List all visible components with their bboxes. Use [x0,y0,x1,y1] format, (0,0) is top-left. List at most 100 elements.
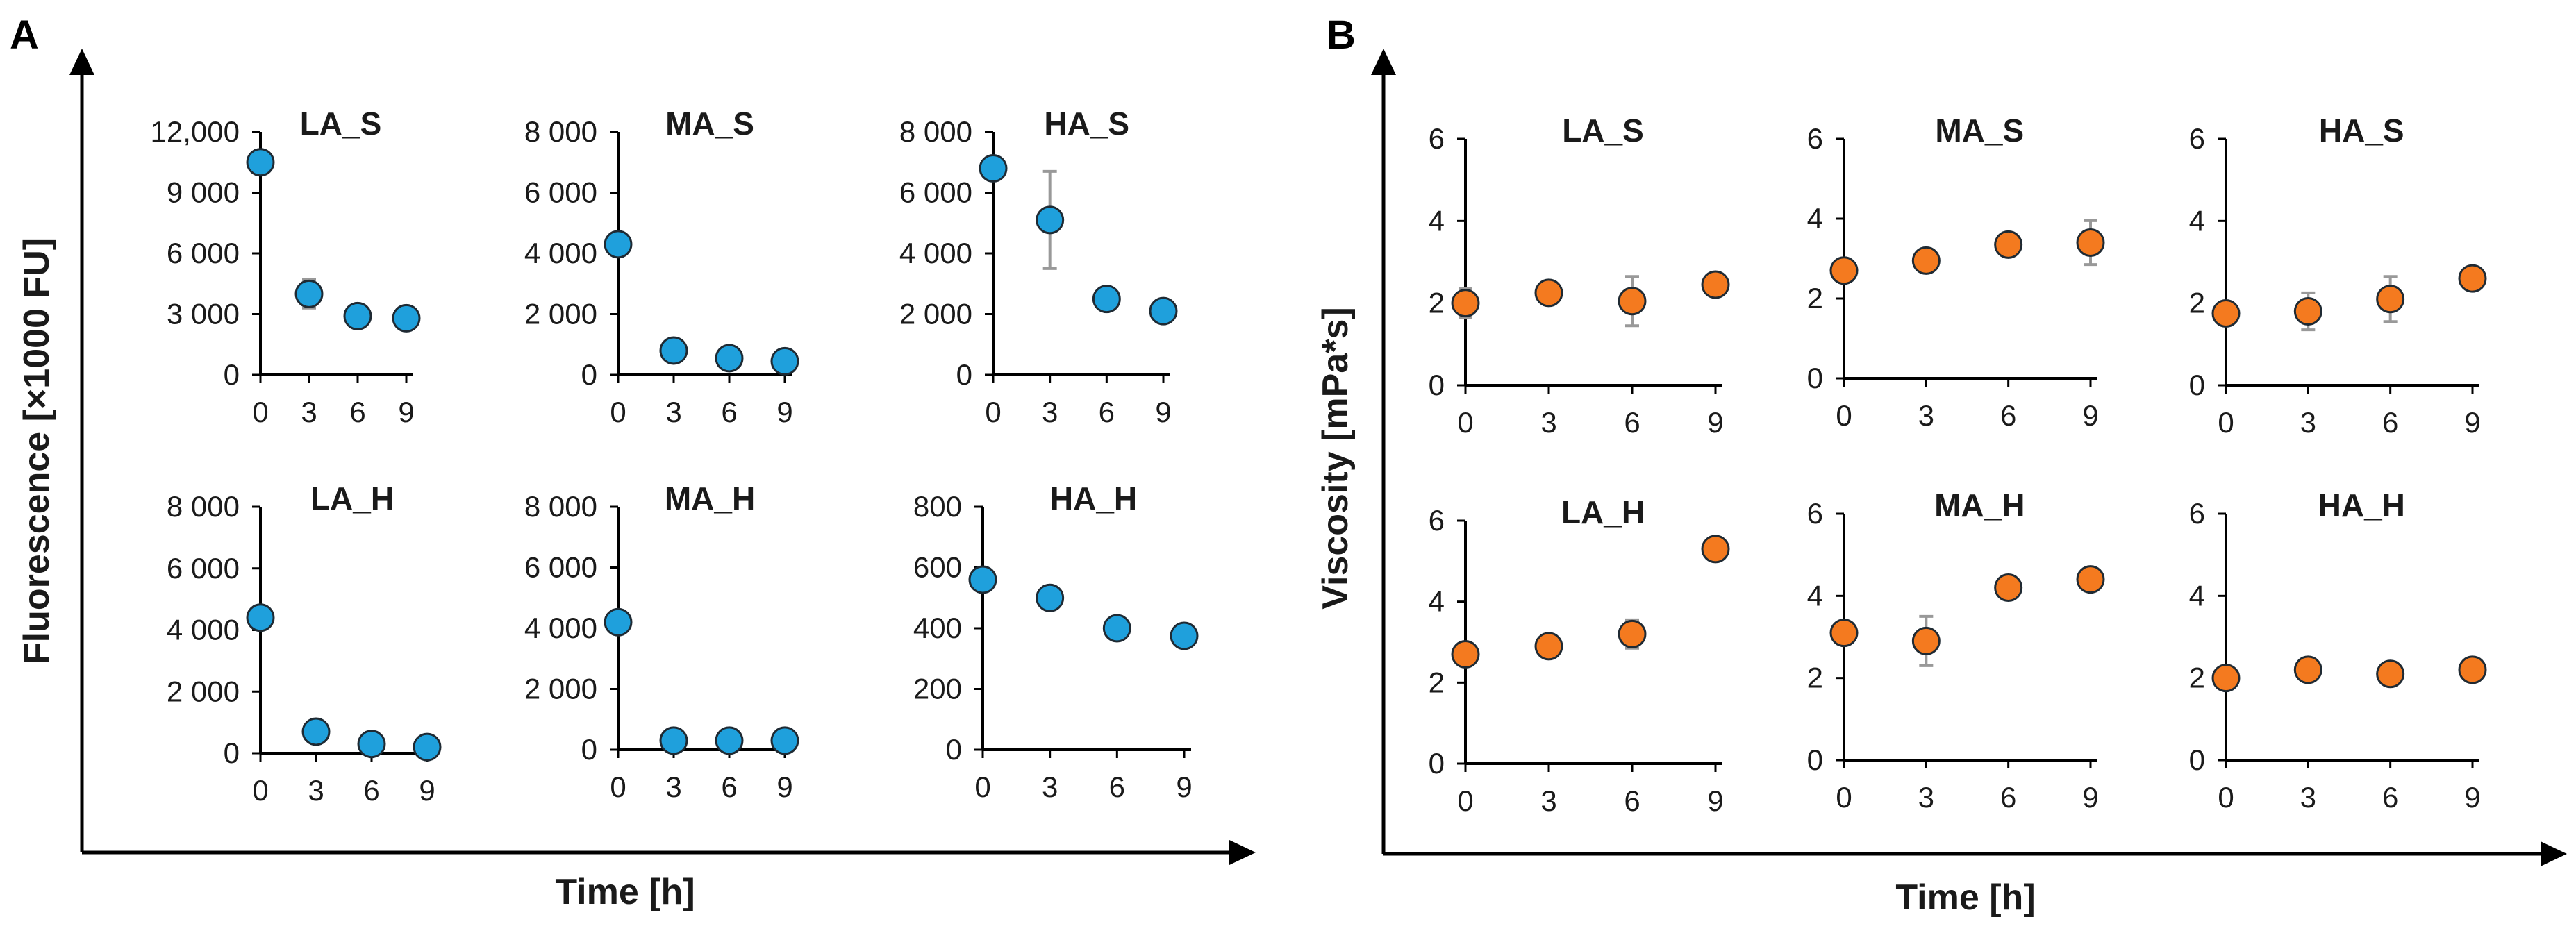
b-ma-s-ytick-label: 4 [1807,202,1823,235]
a-ma-s-point [715,344,744,373]
b-ma-h-xtick-label: 9 [2082,781,2098,814]
b-ha-h-xtick-label: 9 [2464,781,2480,814]
a-la-s-xtick-label: 6 [349,396,365,428]
a-ma-h-xtick-label: 0 [610,771,626,803]
b-ma-h-xtick-label: 6 [2000,781,2016,814]
a-ma-s-point [604,230,633,259]
b-ma-s-ytick-label: 6 [1807,122,1823,155]
a-ma-s-xtick-label: 6 [721,396,737,428]
a-ha-s-title: HA_S [1044,106,1129,142]
a-ha-h-ytick-label: 600 [913,551,962,584]
b-ha-h-point [2458,655,2487,684]
a-ma-s-ytick-label: 8 000 [524,115,597,148]
b-ma-s-title: MA_S [1935,112,2024,149]
subplot-b-ma-s: 0 2 4 6 0 3 6 9 MA_S [1807,112,2105,432]
b-ha-s-xtick-label: 0 [2218,406,2234,439]
b-la-s-title: LA_S [1562,112,1644,149]
a-la-s-point [392,303,421,333]
a-la-h-point [246,603,275,632]
a-la-s-title: LA_S [300,106,382,142]
b-ma-h-xtick-label: 0 [1836,781,1852,814]
a-ha-s-xtick-label: 6 [1099,396,1115,428]
b-ma-h-ytick-label: 6 [1807,497,1823,530]
b-la-s-xtick-label: 6 [1624,406,1640,439]
a-ha-h-xtick-label: 9 [1176,771,1192,803]
a-ha-h-point [968,565,997,594]
a-la-h-ytick-label: 6 000 [167,552,240,585]
a-ma-s-point [659,336,688,365]
panel-a-outer-y-arrow [69,49,94,75]
a-la-s-ytick-label: 6 000 [167,237,240,269]
a-ma-s-title: MA_S [665,106,754,142]
a-ha-h-xtick-label: 6 [1109,771,1125,803]
b-la-h-point [1451,640,1480,669]
subplot-a-ha-h: 0 200 400 600 800 0 3 6 9 HA_H [913,480,1199,803]
a-ma-h-ytick-label: 8 000 [524,490,597,523]
b-la-h-xtick-label: 3 [1540,784,1556,817]
subplot-a-ma-h: 0 2 000 4 000 6 000 8 000 0 3 6 9 MA_H [524,480,799,803]
b-ma-h-point [1911,626,1941,655]
a-la-s-ytick-label: 12,000 [151,115,240,148]
b-ma-s-point [1829,256,1859,285]
b-ma-s-ytick-label: 2 [1807,282,1823,314]
a-ma-h-title: MA_H [665,480,755,516]
b-la-s-ytick-label: 2 [1429,287,1445,319]
subplot-b-la-h: 0 2 4 6 0 3 6 9 LA_H [1429,494,1730,817]
b-la-s-point [1534,278,1563,308]
a-ha-s-point [1036,205,1065,235]
a-la-h-ytick-label: 2 000 [167,675,240,707]
a-la-s-point [294,279,324,308]
a-la-s-point [246,148,275,177]
b-ha-h-title: HA_H [2318,487,2405,523]
b-la-s-ytick-label: 4 [1429,204,1445,237]
a-ha-s-point [979,154,1008,183]
a-ma-s-point [770,346,799,376]
b-la-h-ytick-label: 0 [1429,747,1445,780]
a-la-s-ytick-label: 3 000 [167,298,240,330]
a-ma-h-xtick-label: 9 [776,771,792,803]
b-la-s-xtick-label: 9 [1707,406,1723,439]
a-ha-s-xtick-label: 0 [985,396,1001,428]
a-ma-h-ytick-label: 2 000 [524,673,597,705]
b-ma-s-xtick-label: 6 [2000,399,2016,432]
b-la-h-xtick-label: 0 [1457,784,1473,817]
a-ma-h-xtick-label: 6 [721,771,737,803]
b-ha-s-ytick-label: 6 [2189,122,2205,155]
b-la-s-ytick-label: 6 [1429,122,1445,155]
b-ha-s-ytick-label: 4 [2189,204,2205,237]
a-ma-h-point [715,726,744,755]
a-ha-s-ytick-label: 0 [956,358,972,391]
a-ma-h-point [659,726,688,755]
panel-b-outer-y-arrow [1371,49,1396,75]
b-ma-s-point [2076,228,2105,257]
b-la-s-point [1618,287,1647,316]
b-ma-h-point [1994,573,2023,602]
a-ha-h-xtick-label: 3 [1042,771,1058,803]
a-la-h-ytick-label: 4 000 [167,614,240,646]
a-ma-h-xtick-label: 3 [665,771,681,803]
b-ha-h-xtick-label: 6 [2382,781,2398,814]
a-ha-h-ytick-label: 200 [913,673,962,705]
a-la-h-point [357,730,386,759]
a-la-h-title: LA_H [310,480,394,516]
a-ha-h-ytick-label: 400 [913,612,962,644]
subplot-a-la-s: 0 3 000 6 000 9 000 12,000 0 3 6 9 LA_S [151,106,421,428]
subplot-b-ma-h: 0 2 4 6 0 3 6 9 MA_H [1807,487,2105,814]
b-ha-h-ytick-label: 4 [2189,579,2205,612]
b-ma-h-title: MA_H [1934,487,2025,523]
panel-a-x-title: Time [h] [555,872,695,912]
panel-b: B Time [h] Viscosity [mPa*s] [1315,12,2567,918]
b-ma-s-xtick-label: 9 [2082,399,2098,432]
a-ma-s-xtick-label: 3 [665,396,681,428]
b-ha-s-xtick-label: 9 [2464,406,2480,439]
a-la-s-ytick-label: 0 [224,358,240,391]
subplot-a-ma-s: 0 2 000 4 000 6 000 8 000 0 3 6 9 MA_S [524,106,799,428]
b-ha-s-xtick-label: 6 [2382,406,2398,439]
a-la-s-xtick-label: 3 [301,396,317,428]
subplot-b-la-s: 0 2 4 6 0 3 6 9 LA_S [1429,112,1730,439]
b-ma-h-xtick-label: 3 [1918,781,1934,814]
a-ma-s-xtick-label: 9 [776,396,792,428]
b-ha-s-ytick-label: 2 [2189,287,2205,319]
